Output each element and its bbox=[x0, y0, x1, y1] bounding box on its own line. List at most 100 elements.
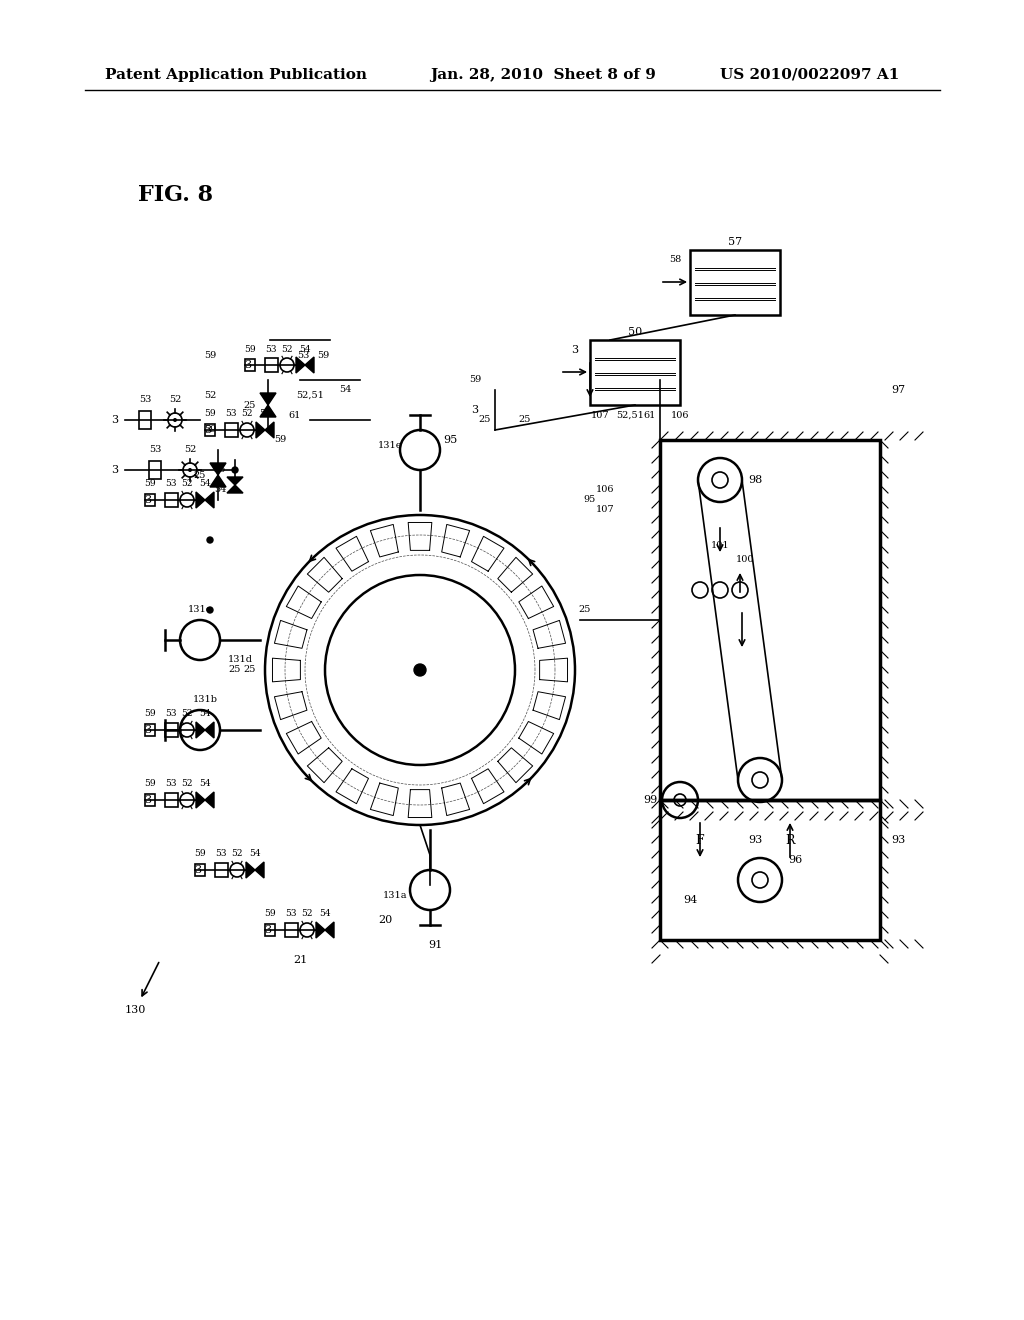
Text: 54: 54 bbox=[200, 479, 211, 488]
Polygon shape bbox=[196, 492, 205, 508]
Text: 21: 21 bbox=[293, 954, 307, 965]
Text: 99: 99 bbox=[643, 795, 657, 805]
Bar bbox=[660, 800, 880, 940]
Text: 95: 95 bbox=[442, 436, 457, 445]
Text: 100: 100 bbox=[736, 556, 755, 565]
Text: FIG. 8: FIG. 8 bbox=[138, 183, 213, 206]
Circle shape bbox=[188, 469, 193, 473]
Text: 3: 3 bbox=[144, 495, 152, 506]
Bar bbox=[165, 492, 178, 507]
Text: 130: 130 bbox=[124, 1005, 145, 1015]
Text: 52: 52 bbox=[242, 409, 253, 418]
Polygon shape bbox=[227, 484, 243, 492]
Text: 25: 25 bbox=[194, 470, 206, 479]
Text: 54: 54 bbox=[319, 909, 331, 919]
Text: 97: 97 bbox=[891, 385, 905, 395]
Text: 59: 59 bbox=[244, 345, 256, 354]
Text: 25: 25 bbox=[244, 665, 256, 675]
Text: 3: 3 bbox=[144, 795, 152, 805]
Text: Jan. 28, 2010  Sheet 8 of 9: Jan. 28, 2010 Sheet 8 of 9 bbox=[430, 69, 656, 82]
Polygon shape bbox=[227, 477, 243, 484]
Text: 54: 54 bbox=[249, 850, 261, 858]
Text: 96: 96 bbox=[787, 855, 802, 865]
Text: 3: 3 bbox=[195, 865, 202, 875]
Text: 25: 25 bbox=[214, 466, 226, 474]
Text: 52: 52 bbox=[181, 479, 193, 488]
Text: 3: 3 bbox=[571, 345, 579, 355]
Circle shape bbox=[173, 418, 177, 422]
Text: 59: 59 bbox=[204, 351, 216, 359]
Text: 25: 25 bbox=[579, 606, 591, 615]
Text: 98: 98 bbox=[748, 475, 762, 484]
Bar bbox=[225, 422, 238, 437]
Text: 93: 93 bbox=[748, 836, 762, 845]
Text: 52: 52 bbox=[282, 345, 293, 354]
Text: 59: 59 bbox=[204, 409, 216, 418]
Polygon shape bbox=[196, 722, 205, 738]
Circle shape bbox=[207, 537, 213, 543]
Text: 54: 54 bbox=[200, 780, 211, 788]
Text: 53: 53 bbox=[297, 351, 309, 359]
Polygon shape bbox=[325, 921, 334, 939]
Circle shape bbox=[207, 607, 213, 612]
Bar bbox=[690, 249, 780, 315]
Text: 52: 52 bbox=[184, 446, 197, 454]
Text: 54: 54 bbox=[339, 385, 351, 395]
Text: 53: 53 bbox=[165, 780, 177, 788]
Text: 131c: 131c bbox=[187, 606, 212, 615]
Text: 94: 94 bbox=[683, 895, 697, 906]
Text: 54: 54 bbox=[299, 345, 311, 354]
Text: 53: 53 bbox=[148, 446, 161, 454]
Text: 3: 3 bbox=[112, 465, 119, 475]
Text: 59: 59 bbox=[273, 436, 286, 445]
Text: 53: 53 bbox=[165, 710, 177, 718]
Bar bbox=[145, 723, 155, 737]
Polygon shape bbox=[256, 422, 265, 438]
Bar bbox=[660, 440, 880, 800]
Text: 61: 61 bbox=[644, 411, 656, 420]
Text: 59: 59 bbox=[316, 351, 329, 359]
Text: 25: 25 bbox=[228, 665, 242, 675]
Text: 3: 3 bbox=[471, 405, 478, 414]
Text: 106: 106 bbox=[596, 486, 614, 495]
Text: 131e: 131e bbox=[378, 441, 402, 450]
Bar bbox=[195, 865, 205, 876]
Text: 25: 25 bbox=[519, 416, 531, 425]
Text: Patent Application Publication: Patent Application Publication bbox=[105, 69, 367, 82]
Text: 3: 3 bbox=[144, 725, 152, 735]
Bar bbox=[145, 494, 155, 506]
Bar bbox=[165, 723, 178, 737]
Circle shape bbox=[232, 467, 238, 473]
Bar bbox=[245, 359, 255, 371]
Text: 50: 50 bbox=[628, 327, 642, 337]
Text: 107: 107 bbox=[591, 411, 609, 420]
Bar bbox=[150, 461, 161, 479]
Circle shape bbox=[414, 664, 426, 676]
Circle shape bbox=[325, 576, 515, 766]
Text: 131d: 131d bbox=[227, 656, 253, 664]
Text: 59: 59 bbox=[144, 710, 156, 718]
Text: R: R bbox=[785, 833, 795, 846]
Bar bbox=[265, 924, 275, 936]
Polygon shape bbox=[210, 475, 226, 487]
Text: 52: 52 bbox=[181, 780, 193, 788]
Text: 53: 53 bbox=[225, 409, 237, 418]
Text: 52: 52 bbox=[301, 909, 312, 919]
Text: 53: 53 bbox=[139, 396, 152, 404]
Text: 53: 53 bbox=[265, 345, 276, 354]
Bar bbox=[590, 341, 680, 405]
Polygon shape bbox=[246, 862, 255, 878]
Polygon shape bbox=[205, 722, 214, 738]
Text: 20: 20 bbox=[378, 915, 392, 925]
Text: 53: 53 bbox=[165, 479, 177, 488]
Text: 52,51: 52,51 bbox=[616, 411, 644, 420]
Text: 54: 54 bbox=[259, 409, 270, 418]
Bar bbox=[215, 863, 228, 876]
Text: US 2010/0022097 A1: US 2010/0022097 A1 bbox=[720, 69, 899, 82]
Text: 53: 53 bbox=[215, 850, 226, 858]
Text: 3: 3 bbox=[245, 360, 252, 370]
Text: 93: 93 bbox=[891, 836, 905, 845]
Text: 52: 52 bbox=[181, 710, 193, 718]
Text: 106: 106 bbox=[671, 411, 689, 420]
Text: 25: 25 bbox=[479, 416, 492, 425]
